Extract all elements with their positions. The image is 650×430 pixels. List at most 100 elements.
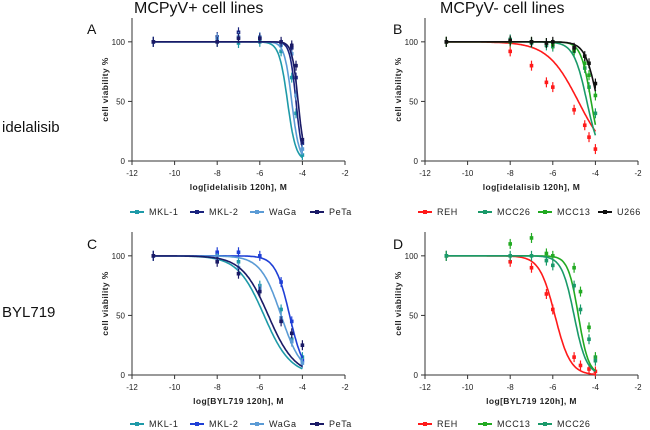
data-point-u266 bbox=[444, 40, 449, 44]
x-tick-label: -4 bbox=[299, 383, 307, 392]
data-point-mkl-1 bbox=[279, 307, 283, 312]
fit-curve-mkl-2-c bbox=[153, 255, 304, 359]
data-point-reh bbox=[508, 49, 512, 54]
panel-letter-d: D bbox=[393, 236, 403, 252]
data-point-peta bbox=[236, 271, 241, 276]
legend-label: REH bbox=[437, 419, 458, 429]
legend-swatch-marker bbox=[423, 210, 427, 214]
data-point-reh bbox=[572, 355, 576, 359]
x-tick-label: -2 bbox=[634, 169, 642, 178]
x-tick-label: -8 bbox=[214, 169, 222, 178]
legend-swatch-marker bbox=[423, 422, 427, 426]
x-tick-label: -4 bbox=[592, 383, 600, 392]
x-tick-label: -12 bbox=[126, 383, 138, 392]
legend-label: MCC26 bbox=[557, 419, 591, 429]
data-point-reh bbox=[587, 135, 591, 139]
data-point-peta bbox=[300, 137, 305, 142]
title-mcpyv-positive: MCPyV+ cell lines bbox=[134, 0, 264, 17]
y-tick-label: 0 bbox=[414, 371, 419, 380]
data-point-mcc26 bbox=[578, 307, 583, 312]
y-tick-label: 50 bbox=[116, 97, 125, 106]
x-tick-label: -6 bbox=[256, 169, 264, 178]
data-point-u266 bbox=[544, 41, 549, 45]
y-tick-label: 100 bbox=[405, 252, 419, 261]
legend-label: WaGa bbox=[269, 419, 297, 429]
legend-swatch-marker bbox=[195, 422, 199, 426]
legend-label: MKL-1 bbox=[149, 207, 179, 217]
fit-curve-mcc26-b bbox=[446, 41, 597, 136]
legend-item-peta-a: PeTa bbox=[310, 207, 352, 217]
data-point-u266 bbox=[508, 38, 512, 43]
fit-curve-peta-c bbox=[153, 255, 303, 368]
data-point-peta bbox=[294, 63, 298, 68]
legend-swatch-marker bbox=[543, 210, 547, 214]
x-axis-label-c: log[BYL719 120h], M bbox=[193, 396, 284, 406]
data-point-mkl-2 bbox=[236, 250, 241, 255]
data-point-peta bbox=[279, 319, 283, 324]
data-point-mcc13 bbox=[544, 251, 549, 256]
data-point-peta bbox=[258, 36, 262, 41]
x-tick-label: -4 bbox=[299, 169, 307, 178]
x-tick-label: -8 bbox=[214, 383, 222, 392]
data-point-u266 bbox=[587, 61, 591, 66]
data-point-mcc26 bbox=[587, 337, 591, 342]
panel-d: D -12 -10 -8 -6 -4 -2 0 50 100 log[BYL719 120h], M… bbox=[393, 232, 642, 429]
legend-swatch-marker bbox=[543, 422, 547, 426]
legend-label: PeTa bbox=[329, 207, 352, 217]
x-tick-label: -8 bbox=[507, 169, 515, 178]
data-point-peta bbox=[215, 40, 219, 44]
data-point-mcc13 bbox=[593, 93, 598, 98]
x-tick-label: -8 bbox=[507, 383, 515, 392]
data-point-reh bbox=[529, 63, 534, 68]
data-point-peta bbox=[258, 289, 262, 294]
data-point-peta bbox=[151, 40, 156, 44]
legend-label: MCC26 bbox=[497, 207, 531, 217]
x-tick-label: -10 bbox=[462, 383, 474, 392]
data-point-mkl-2 bbox=[279, 280, 283, 284]
legend-item-mkl-2-c: MKL-2 bbox=[190, 419, 238, 429]
legend-swatch-marker bbox=[135, 422, 139, 426]
data-point-u266 bbox=[551, 40, 555, 44]
legend-item-waga-a: WaGa bbox=[250, 207, 297, 217]
row-label-idelalisib: idelalisib bbox=[2, 119, 60, 136]
panel-letter-c: C bbox=[87, 236, 97, 252]
row-label-byl719: BYL719 bbox=[2, 304, 56, 321]
data-point-mcc13 bbox=[587, 73, 591, 77]
data-point-mcc26 bbox=[529, 254, 534, 258]
data-point-mcc13 bbox=[529, 236, 534, 240]
data-point-mkl-2 bbox=[258, 254, 262, 258]
x-tick-label: -12 bbox=[419, 383, 431, 392]
legend-label: WaGa bbox=[269, 207, 297, 217]
data-point-mcc13 bbox=[578, 289, 583, 294]
legend-label: U266 bbox=[617, 207, 641, 217]
x-tick-label: -4 bbox=[592, 169, 600, 178]
panel-letter-b: B bbox=[393, 21, 402, 37]
data-point-mkl-1 bbox=[279, 49, 283, 54]
legend-label: MCC13 bbox=[557, 207, 591, 217]
legend-swatch-marker bbox=[255, 210, 259, 214]
y-tick-label: 100 bbox=[112, 252, 126, 261]
data-point-mcc26 bbox=[508, 254, 512, 258]
data-point-mcc13 bbox=[582, 61, 587, 66]
data-point-mkl-1 bbox=[236, 259, 241, 264]
y-tick-label: 50 bbox=[409, 311, 418, 320]
data-point-reh bbox=[593, 147, 598, 151]
legend-swatch-marker bbox=[483, 210, 487, 214]
x-tick-label: -6 bbox=[549, 383, 557, 392]
legend-swatch-marker bbox=[255, 422, 259, 426]
x-tick-label: -2 bbox=[341, 383, 349, 392]
data-point-peta bbox=[215, 259, 219, 264]
data-point-mcc13 bbox=[551, 254, 555, 258]
y-tick-label: 50 bbox=[116, 311, 125, 320]
data-point-peta bbox=[236, 36, 241, 41]
legend-item-mcc26-d: MCC26 bbox=[538, 419, 591, 429]
data-point-u266 bbox=[572, 45, 576, 50]
data-point-mcc26 bbox=[544, 258, 549, 263]
legend-item-mkl-2-a: MKL-2 bbox=[190, 207, 238, 217]
x-tick-label: -10 bbox=[462, 169, 474, 178]
data-point-peta bbox=[300, 343, 305, 348]
data-point-mcc26 bbox=[593, 111, 598, 116]
y-axis-label-b: cell viability % bbox=[393, 57, 403, 122]
y-tick-label: 0 bbox=[121, 157, 126, 166]
